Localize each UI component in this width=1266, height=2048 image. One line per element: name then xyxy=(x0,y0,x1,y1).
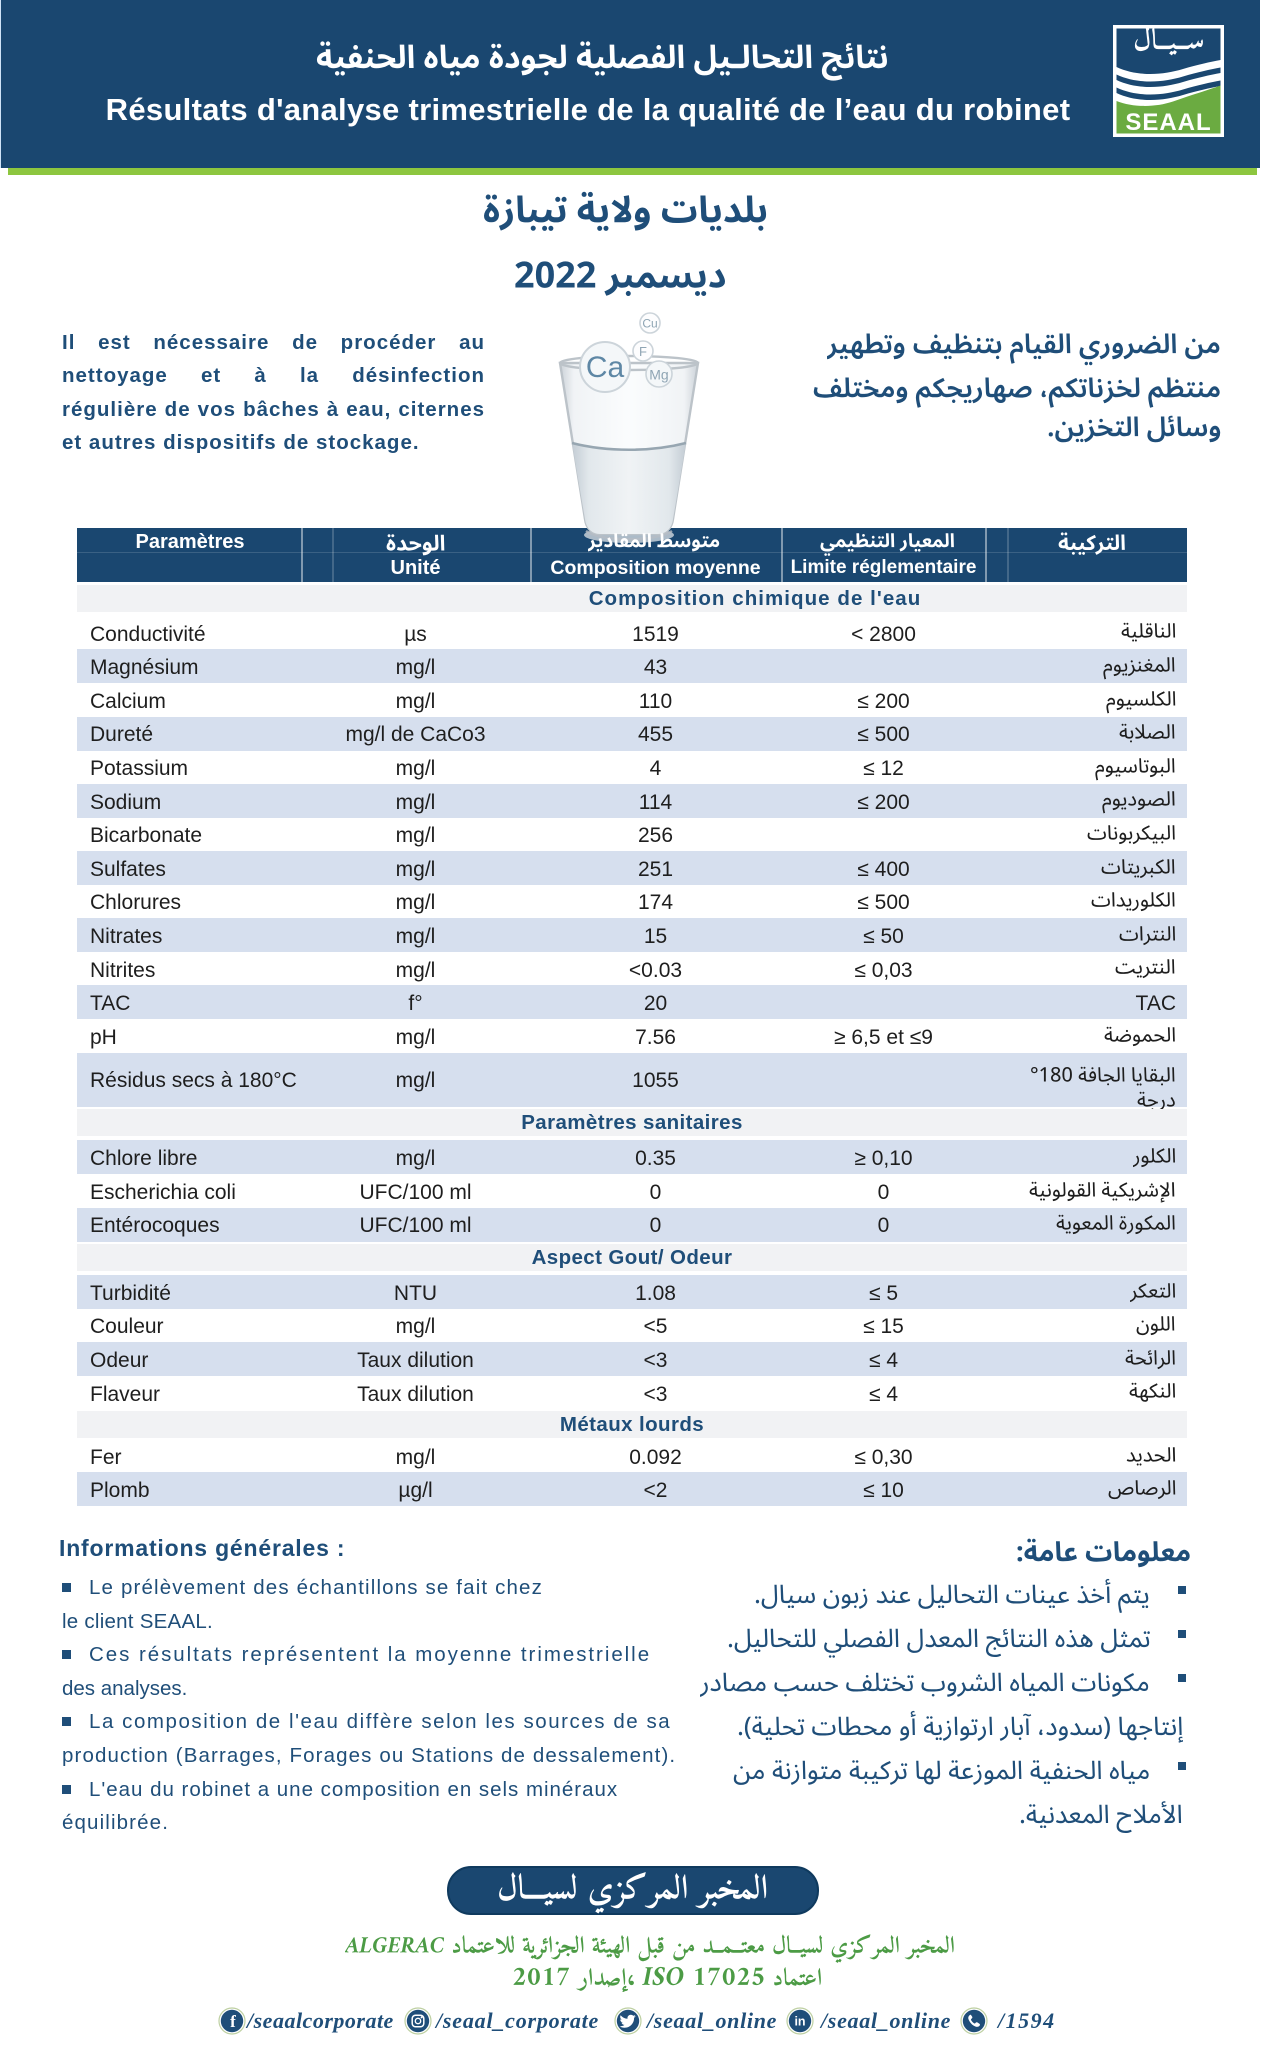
svg-text:F: F xyxy=(639,344,647,359)
svg-text:Ca: Ca xyxy=(586,351,625,384)
svg-text:Cu: Cu xyxy=(642,317,657,331)
svg-text:Mg: Mg xyxy=(649,367,668,383)
svg-text:f: f xyxy=(230,2012,236,2031)
svg-text:in: in xyxy=(794,2015,805,2029)
